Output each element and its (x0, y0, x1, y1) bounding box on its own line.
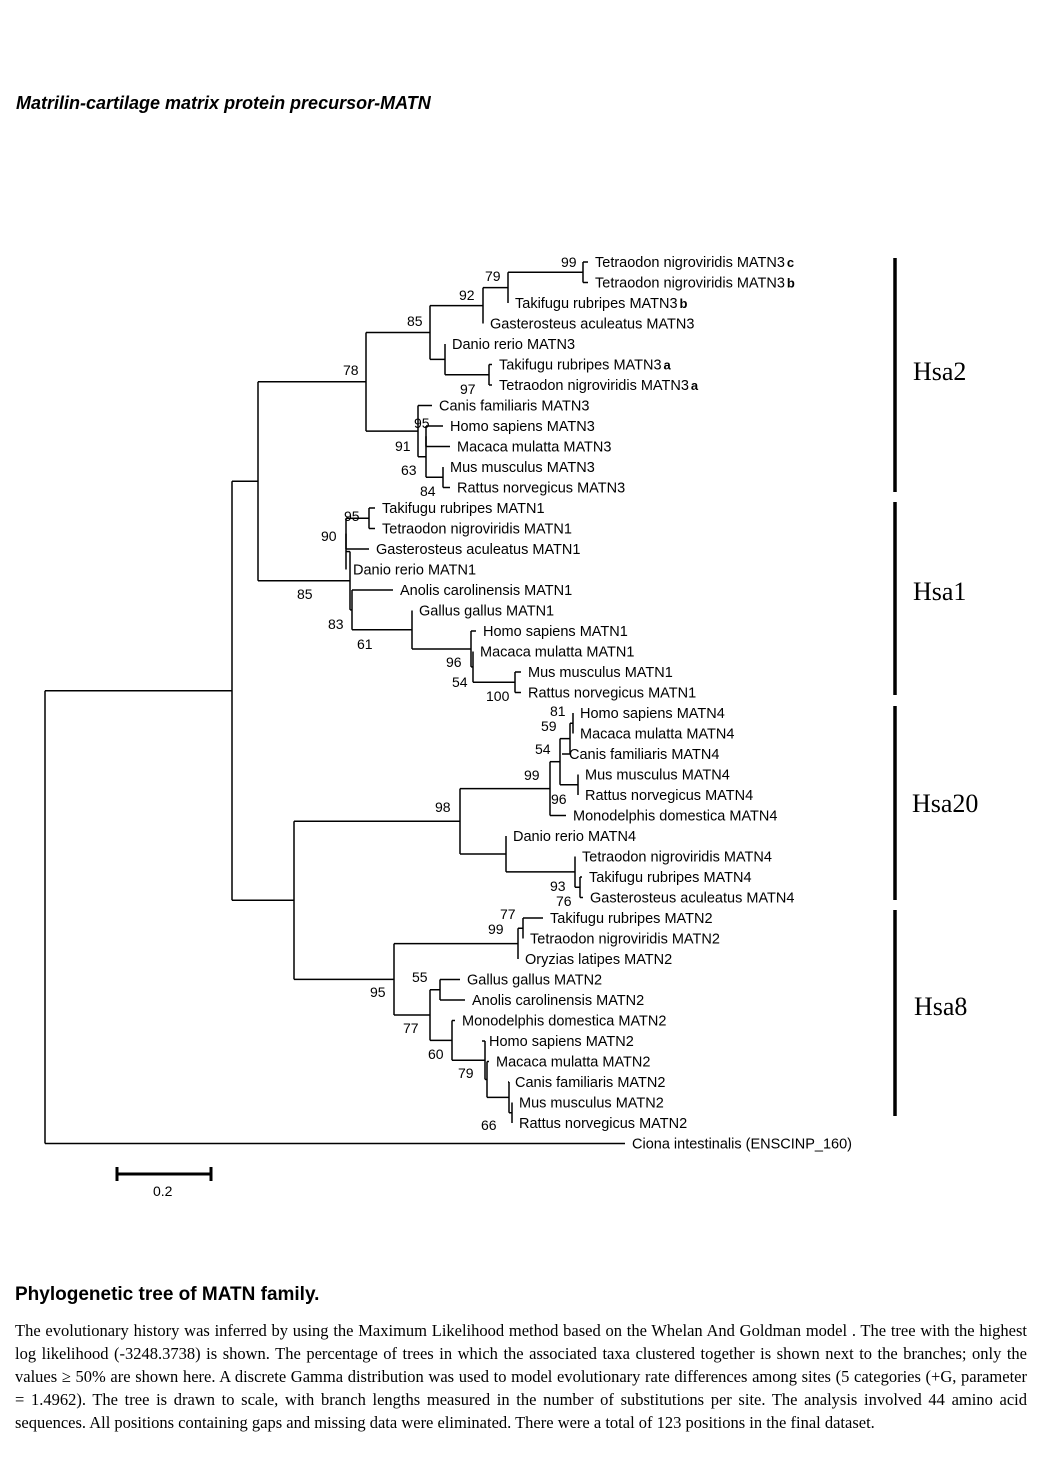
bootstrap-value: 91 (395, 438, 411, 454)
taxon-label: Anolis carolinensis MATN1 (400, 583, 572, 599)
taxon-label: Gasterosteus aculeatus MATN4 (590, 891, 794, 907)
bootstrap-value: 76 (556, 893, 572, 909)
bootstrap-value: 85 (407, 313, 423, 329)
phylogenetic-tree: Tetraodon nigroviridis MATN3 c Tetraodon n… (44, 254, 978, 1199)
bootstrap-value: 77 (500, 906, 516, 922)
taxon-label: Macaca mulatta MATN4 (580, 727, 734, 743)
taxon-label: Mus musculus MATN1 (528, 665, 673, 681)
taxon-label: Gasterosteus aculeatus MATN1 (376, 542, 580, 558)
taxon-label: Rattus norvegicus MATN4 (585, 788, 753, 804)
bootstrap-value: 97 (460, 381, 476, 397)
bootstrap-value: 99 (488, 921, 504, 937)
taxon-label: Mus musculus MATN3 (450, 460, 595, 476)
taxon-label: Homo sapiens MATN3 (450, 419, 595, 435)
bootstrap-value: 100 (486, 688, 510, 704)
taxon-label: Tetraodon nigroviridis MATN4 (582, 850, 772, 866)
taxon-label: Oryzias latipes MATN2 (525, 952, 672, 968)
taxon-label: Gallus gallus MATN2 (467, 973, 602, 989)
bootstrap-value: 99 (561, 254, 577, 270)
bootstrap-value: 63 (401, 462, 417, 478)
bootstrap-value: 85 (297, 586, 313, 602)
taxon-label: Tetraodon nigroviridis MATN1 (382, 522, 572, 538)
taxon-label: Tetraodon nigroviridis MATN2 (530, 932, 720, 948)
taxon-label: Danio rerio MATN3 (452, 337, 575, 353)
taxon-label: Rattus norvegicus MATN3 (457, 481, 625, 497)
taxon-label: Macaca mulatta MATN3 (457, 440, 611, 456)
taxon-label: Takifugu rubripes MATN1 (382, 501, 545, 517)
bootstrap-value: 92 (459, 287, 475, 303)
bootstrap-value: 95 (370, 984, 386, 1000)
taxon-label: Macaca mulatta MATN2 (496, 1055, 650, 1071)
bootstrap-value: 61 (357, 636, 373, 652)
taxon-label: Gallus gallus MATN1 (419, 604, 554, 620)
bootstrap-value: 55 (412, 969, 428, 985)
taxon-label: Canis familiaris MATN3 (439, 399, 589, 415)
taxon-label: Monodelphis domestica MATN2 (462, 1014, 666, 1030)
taxon-label: Rattus norvegicus MATN1 (528, 686, 696, 702)
taxon-label: Canis familiaris MATN4 (569, 747, 719, 763)
bootstrap-labels: 9979928597789591638495908583619654100815… (297, 254, 577, 1133)
group-label: Hsa20 (912, 789, 978, 818)
taxon-labels: Tetraodon nigroviridis MATN3 c Tetraodon n… (353, 255, 852, 1153)
caption-body: The evolutionary history was inferred by… (15, 1321, 1027, 1432)
taxon-label: Danio rerio MATN4 (513, 829, 636, 845)
tree-branches (44, 261, 625, 1145)
taxon-label: Ciona intestinalis (ENSCINP_160) (632, 1137, 852, 1153)
bootstrap-value: 90 (321, 528, 337, 544)
taxon-label: Rattus norvegicus MATN2 (519, 1116, 687, 1132)
bootstrap-value: 96 (551, 791, 567, 807)
caption-title: Phylogenetic tree of MATN family. (15, 1284, 320, 1305)
taxon-label: Monodelphis domestica MATN4 (573, 809, 777, 825)
group-label: Hsa2 (913, 357, 966, 386)
taxon-label: Takifugu rubripes MATN3 b (515, 296, 688, 312)
bootstrap-value: 66 (481, 1117, 497, 1133)
taxon-label: Homo sapiens MATN2 (489, 1034, 634, 1050)
taxon-label: Macaca mulatta MATN1 (480, 645, 634, 661)
bootstrap-value: 54 (535, 741, 551, 757)
bootstrap-value: 60 (428, 1046, 444, 1062)
taxon-label: Gasterosteus aculeatus MATN3 (490, 317, 694, 333)
taxon-label: Homo sapiens MATN1 (483, 624, 628, 640)
bootstrap-value: 98 (435, 799, 451, 815)
bootstrap-value: 84 (420, 483, 436, 499)
taxon-label: Homo sapiens MATN4 (580, 706, 725, 722)
bootstrap-value: 79 (485, 268, 501, 284)
taxon-label: Tetraodon nigroviridis MATN3 b (595, 276, 795, 292)
taxon-label: Takifugu rubripes MATN3 a (499, 358, 672, 374)
bootstrap-value: 81 (550, 703, 566, 719)
taxon-label: Mus musculus MATN2 (519, 1096, 664, 1112)
taxon-label: Canis familiaris MATN2 (515, 1075, 665, 1091)
bootstrap-value: 78 (343, 362, 359, 378)
bootstrap-value: 54 (452, 674, 468, 690)
bootstrap-value: 93 (550, 878, 566, 894)
taxon-label: Tetraodon nigroviridis MATN3 c (595, 255, 794, 271)
bootstrap-value: 77 (403, 1020, 419, 1036)
group-label: Hsa1 (913, 577, 966, 606)
chromosome-groups: Hsa2 Hsa1 Hsa20 Hsa8 (893, 258, 978, 1116)
page-title: Matrilin-cartilage matrix protein precur… (16, 93, 431, 113)
taxon-label: Takifugu rubripes MATN2 (550, 911, 713, 927)
bootstrap-value: 95 (414, 415, 430, 431)
taxon-label: Mus musculus MATN4 (585, 768, 730, 784)
bootstrap-value: 99 (524, 767, 540, 783)
bootstrap-value: 83 (328, 616, 344, 632)
taxon-label: Anolis carolinensis MATN2 (472, 993, 644, 1009)
bootstrap-value: 96 (446, 654, 462, 670)
taxon-label: Danio rerio MATN1 (353, 563, 476, 579)
taxon-label: Takifugu rubripes MATN4 (589, 870, 752, 886)
group-label: Hsa8 (914, 992, 967, 1021)
taxon-label: Tetraodon nigroviridis MATN3 a (499, 378, 699, 394)
scale-bar: 0.2 (115, 1167, 213, 1199)
bootstrap-value: 59 (541, 718, 557, 734)
bootstrap-value: 95 (344, 508, 360, 524)
bootstrap-value: 79 (458, 1065, 474, 1081)
scale-bar-label: 0.2 (153, 1183, 173, 1199)
